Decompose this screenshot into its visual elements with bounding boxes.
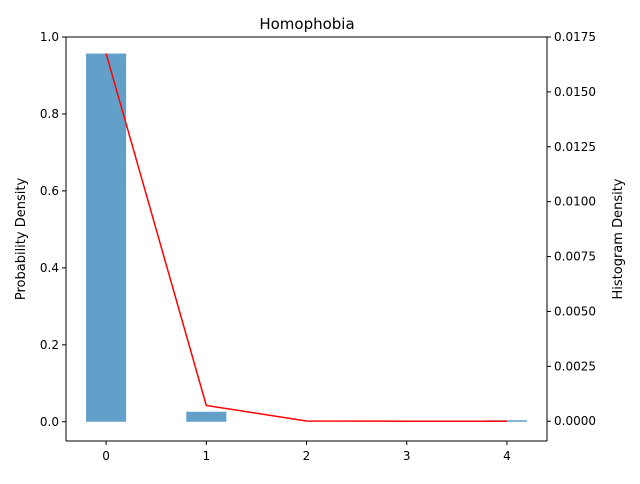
x-tick-label: 0 [102,449,110,463]
histogram-bar [186,412,226,422]
y-axis-label-left: Probability Density [14,178,29,301]
y-tick-label-right: 0.0100 [554,195,596,209]
y-tick-label-right: 0.0125 [554,140,596,154]
y-tick-label-right: 0.0050 [554,304,596,318]
y-tick-label-right: 0.0175 [554,30,596,44]
histogram-bar [86,54,126,422]
y-tick-label-left: 1.0 [40,30,59,44]
y-tick-label-left: 0.2 [40,338,59,352]
x-tick-label: 2 [303,449,311,463]
x-tick-label: 3 [403,449,411,463]
y-tick-label-left: 0.8 [40,107,59,121]
y-tick-label-left: 0.4 [40,261,59,275]
y-tick-label-right: 0.0075 [554,250,596,264]
y-tick-label-left: 0.0 [40,415,59,429]
chart-title: Homophobia [259,15,354,33]
y-axis-label-right: Histogram Density [611,178,626,299]
x-tick-label: 4 [503,449,511,463]
y-tick-label-left: 0.6 [40,184,59,198]
y-tick-label-right: 0.0000 [554,414,596,428]
y-tick-label-right: 0.0025 [554,359,596,373]
y-tick-label-right: 0.0150 [554,85,596,99]
x-tick-label: 1 [202,449,210,463]
